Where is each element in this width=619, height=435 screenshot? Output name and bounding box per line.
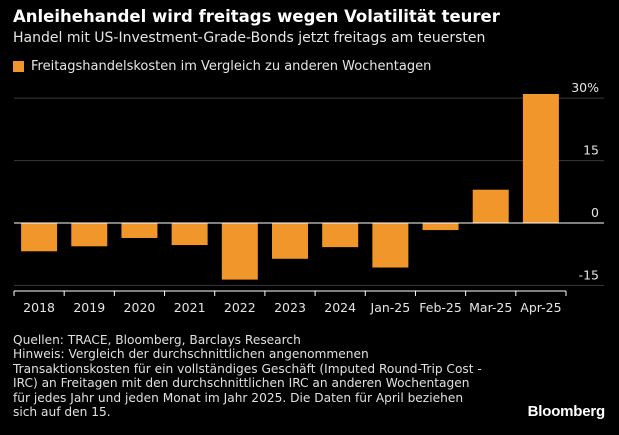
axes [13,222,604,296]
x-tick-label: 2024 [324,300,356,315]
note-text: Hinweis: Vergleich der durchschnittliche… [13,347,482,420]
x-tick-label: 2023 [274,300,306,315]
bar-2018 [21,223,58,252]
bar-2023 [272,223,308,259]
bar-Feb-25 [422,223,459,231]
chart-footer: Quellen: TRACE, Bloomberg, Barclays Rese… [13,333,483,419]
x-tick-label: 2021 [174,300,206,315]
bars [21,94,559,280]
sources-text: Quellen: TRACE, Bloomberg, Barclays Rese… [13,333,301,347]
chart-title: Anleihehandel wird freitags wegen Volati… [13,7,500,26]
x-tick-label: Jan-25 [370,300,411,315]
legend-label: Freitagshandelskosten im Vergleich zu an… [31,59,432,74]
x-tick-label: 2018 [23,300,55,315]
bar-2022 [221,223,258,280]
bar-Mar-25 [472,189,509,223]
legend: Freitagshandelskosten im Vergleich zu an… [13,59,431,74]
tick-labels: 30% 15 0 -15 2018 2019 2020 2021 2022 2023 2024 Jan… [23,80,599,315]
bar-2019 [71,223,108,247]
x-tick-label: 2019 [73,300,105,315]
y-tick-label: 15 [583,143,599,158]
x-tick-label: 2022 [224,300,256,315]
y-tick-label: 0 [591,205,599,220]
x-tick-label: Apr-25 [520,300,561,315]
y-tick-label: 30% [571,80,599,95]
bar-2024 [322,223,359,248]
gridlines [14,97,604,286]
chart-subtitle: Handel mit US-Investment-Grade-Bonds jet… [13,30,486,46]
bloomberg-logo: Bloomberg [527,403,606,420]
bar-2021 [171,223,208,246]
legend-swatch [13,61,24,72]
bar-Jan-25 [372,223,409,268]
bar-chart: 30% 15 0 -15 2018 2019 2020 2021 2022 2023 2024 Jan… [13,80,604,315]
y-tick-label: -15 [579,267,599,282]
bar-2020 [121,223,158,238]
x-tick-label: 2020 [124,300,156,315]
bar-Apr-25 [522,94,559,223]
x-tick-label: Feb-25 [419,300,462,315]
x-tick-label: Mar-25 [469,300,512,315]
